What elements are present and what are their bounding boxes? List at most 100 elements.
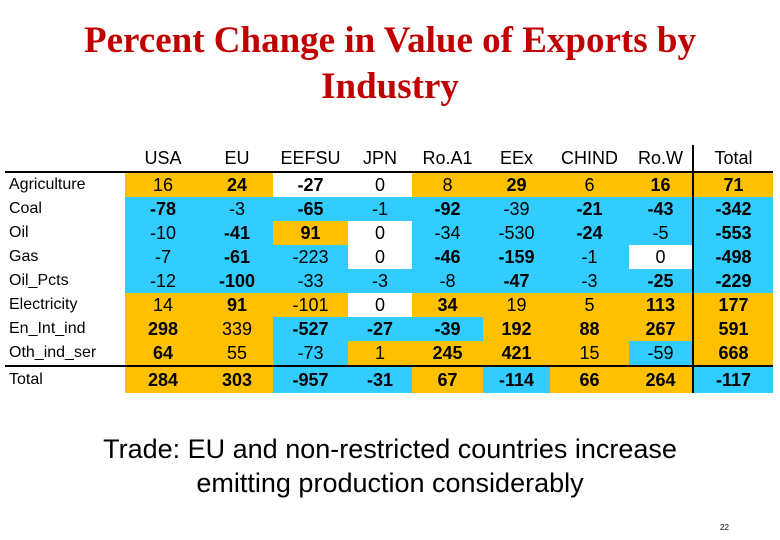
table-cell: 88	[550, 317, 629, 341]
row-gap	[116, 172, 125, 197]
table-cell: -5	[629, 221, 693, 245]
table-cell: -1	[348, 197, 412, 221]
table-cell: 303	[201, 365, 273, 393]
table-cell: -223	[273, 245, 348, 269]
table-cell: -34	[412, 221, 483, 245]
table-cell: 339	[201, 317, 273, 341]
table-cell: -3	[550, 269, 629, 293]
table-cell: 1	[348, 341, 412, 366]
table-body: Agriculture 16 24 -27 0 8 29 6 16 71 Coal -78 -3 -65-…	[5, 172, 773, 393]
row-gap	[116, 341, 125, 366]
row-label: Oth_ind_ser	[9, 344, 97, 361]
table-row: En_Int_ind 298 339 -527 -27 -39 192 88 267 591	[5, 317, 773, 341]
table-cell: -27	[273, 172, 348, 197]
slide-title: Percent Change in Value of Exports by In…	[0, 18, 780, 110]
table-cell: -21	[550, 197, 629, 221]
table-cell: 66	[550, 365, 629, 393]
table-cell: 19	[483, 293, 550, 317]
column-header: EEFSU	[273, 145, 348, 173]
column-header: EEx	[483, 145, 550, 173]
table-cell: -114	[483, 365, 550, 393]
slide-title-line1: Percent Change in Value of Exports by	[84, 20, 696, 61]
subtitle-line1: Trade: EU and non-restricted countries i…	[103, 434, 677, 464]
column-header: USA	[125, 145, 201, 173]
table-row: Oil -10 -41 91 0 -34 -530 -24 -5 -553	[5, 221, 773, 245]
table-cell: -65	[273, 197, 348, 221]
table-cell: 421	[483, 341, 550, 366]
row-gap	[116, 293, 125, 317]
table-cell: 8	[412, 172, 483, 197]
column-header: Ro.W	[629, 145, 693, 173]
row-gap	[116, 317, 125, 341]
table-cell: -1	[550, 245, 629, 269]
row-label: Coal	[9, 200, 42, 217]
table-cell: 591	[692, 317, 773, 341]
table-row: Oth_ind_ser 64 55 -73 1 245 421 15 -59 668	[5, 341, 773, 366]
table-cell: -43	[629, 197, 693, 221]
table-cell: -41	[201, 221, 273, 245]
table-cell: -33	[273, 269, 348, 293]
subtitle-line2: emitting production considerably	[196, 468, 584, 498]
export-change-table: USA EU EEFSU JPN Ro.A1 EEx CHIND Ro.W Total Agri…	[5, 145, 773, 393]
table-cell: -100	[201, 269, 273, 293]
table-cell: -27	[348, 317, 412, 341]
row-gap	[116, 245, 125, 269]
table-cell: -31	[348, 365, 412, 393]
table-cell: -39	[483, 197, 550, 221]
table-cell: -73	[273, 341, 348, 366]
table-cell: -957	[273, 365, 348, 393]
table-cell: -10	[125, 221, 201, 245]
table-cell: 64	[125, 341, 201, 366]
table-cell: -527	[273, 317, 348, 341]
table-cell: 15	[550, 341, 629, 366]
data-table: USA EU EEFSU JPN Ro.A1 EEx CHIND Ro.W Total Agri…	[5, 145, 773, 393]
table-cell: -8	[412, 269, 483, 293]
column-header: EU	[201, 145, 273, 173]
table-cell: -101	[273, 293, 348, 317]
table-cell: 0	[348, 172, 412, 197]
table-cell: 16	[125, 172, 201, 197]
table-cell: 5	[550, 293, 629, 317]
column-header: Ro.A1	[412, 145, 483, 173]
table-cell: -229	[692, 269, 773, 293]
table-cell: -553	[692, 221, 773, 245]
table-cell: -46	[412, 245, 483, 269]
table-cell: -342	[692, 197, 773, 221]
row-label: Gas	[9, 248, 39, 265]
table-cell: -159	[483, 245, 550, 269]
table-cell: -3	[201, 197, 273, 221]
table-cell: -25	[629, 269, 693, 293]
table-cell: -39	[412, 317, 483, 341]
column-header: CHIND	[550, 145, 629, 173]
table-cell: -498	[692, 245, 773, 269]
table-cell: 0	[348, 293, 412, 317]
table-row: Gas -7 -61 -223 0 -46 -159 -1 0 -498	[5, 245, 773, 269]
table-row: Electricity 14 91 -101 0 34 19 5 113 177	[5, 293, 773, 317]
column-header: Total	[692, 145, 773, 173]
row-label: Electricity	[9, 296, 78, 313]
table-row: Oil_Pcts -12 -100 -33 -3 -8 -47 -3 -25 -229	[5, 269, 773, 293]
table-cell: 14	[125, 293, 201, 317]
table-cell: 0	[348, 245, 412, 269]
table-cell: 668	[692, 341, 773, 366]
table-cell: 177	[692, 293, 773, 317]
table-cell: 29	[483, 172, 550, 197]
table-cell: -92	[412, 197, 483, 221]
table-cell: 16	[629, 172, 693, 197]
row-gap	[116, 365, 125, 393]
table-cell: -3	[348, 269, 412, 293]
table-cell: -530	[483, 221, 550, 245]
table-cell: 0	[629, 245, 693, 269]
row-label: Total	[5, 365, 116, 393]
table-cell: -7	[125, 245, 201, 269]
column-header: JPN	[348, 145, 412, 173]
row-label: Oil	[9, 224, 29, 241]
table-header-row: USA EU EEFSU JPN Ro.A1 EEx CHIND Ro.W Total	[5, 145, 773, 173]
table-cell: 6	[550, 172, 629, 197]
table-cell: -61	[201, 245, 273, 269]
table-cell: 71	[692, 172, 773, 197]
row-gap	[116, 221, 125, 245]
table-cell: 298	[125, 317, 201, 341]
table-cell: 24	[201, 172, 273, 197]
table-cell: -47	[483, 269, 550, 293]
